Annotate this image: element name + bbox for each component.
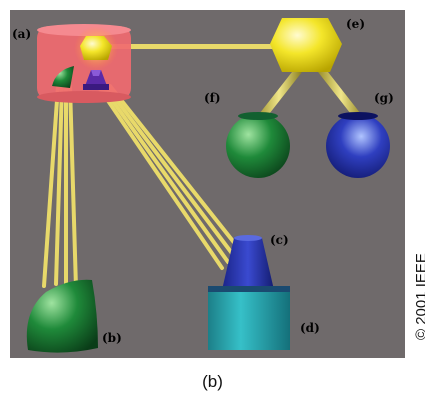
connectors-a-b [42,84,78,290]
node-g-blue-sphere[interactable] [326,112,390,178]
label-b: (b) [102,331,122,345]
scene-diagram: (a) (b) (c) (d) (e) (f) (g) [10,10,405,358]
cone-e-g [318,72,364,118]
label-c: (c) [270,233,289,247]
label-e: (e) [346,17,365,31]
figure-caption: (b) [202,372,223,391]
connector-a-e [108,44,304,49]
label-g: (g) [374,91,394,105]
cone-e-f [256,72,302,118]
node-f-green-sphere[interactable] [226,112,290,178]
node-a-yellow-sphere[interactable] [74,26,118,70]
node-d-cyan-box[interactable] [208,286,290,350]
label-f: (f) [204,91,221,105]
node-c-blue-trapezoid[interactable] [222,235,274,290]
node-b-green-shape[interactable] [26,279,98,353]
label-d: (d) [300,321,320,335]
label-a: (a) [12,27,31,41]
node-a-purple-shape[interactable] [83,70,109,90]
node-a-green-shape[interactable] [52,66,74,88]
connectors-a-c [96,84,242,270]
node-e-yellow-shape[interactable] [270,18,342,72]
copyright-notice: © 2001 IEEE [413,253,425,340]
